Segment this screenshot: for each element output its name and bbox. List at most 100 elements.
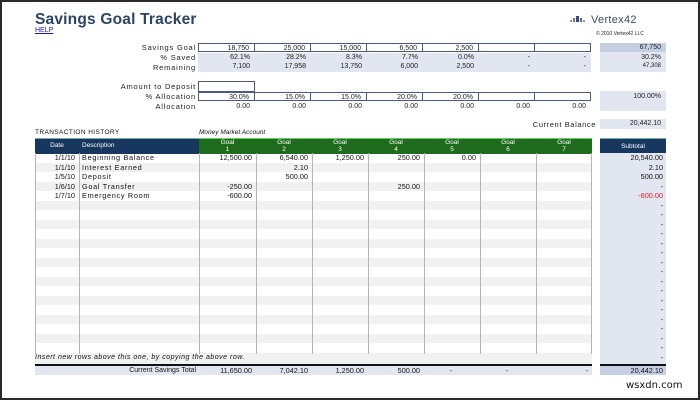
total-remaining: 47,308	[642, 63, 661, 69]
goal-label: Goal	[557, 139, 571, 146]
empty-subtotal: -	[660, 333, 663, 343]
remaining-1: 7,100	[232, 63, 250, 70]
pct-saved-label: % Saved	[160, 53, 196, 62]
table-row	[35, 229, 592, 239]
row-4-goal-1[interactable]: -250.00	[227, 181, 252, 191]
copyright: © 2010 Vertex42 LLC	[596, 31, 644, 37]
row-2-subtotal: 2.10	[648, 162, 663, 172]
goal-5-input[interactable]: 2,500	[422, 43, 479, 52]
goal-1-input[interactable]: 18,750	[198, 43, 255, 52]
grid-line	[424, 153, 425, 364]
col-goal-1: Goal 1	[199, 138, 256, 154]
goal-number: 4	[394, 146, 398, 153]
allocation-6: 0.00	[516, 103, 530, 110]
grid-line	[256, 153, 257, 364]
insert-note-band	[35, 354, 592, 364]
col-goal-7: Goal 7	[536, 138, 592, 154]
allocation-4: 0.00	[404, 103, 418, 110]
allocation-label: Allocation	[155, 102, 196, 111]
total-pct-saved: 30.2%	[641, 54, 661, 61]
row-4-date[interactable]: 1/6/10	[54, 181, 75, 191]
logo-text: Vertex42	[591, 14, 637, 26]
grand-total: 20,442.10	[600, 365, 666, 375]
row-1-goal-3[interactable]: 1,250.00	[335, 153, 364, 162]
row-2-goal-2[interactable]: 2.10	[293, 162, 308, 172]
row-5-description[interactable]: Emergency Room	[82, 191, 151, 200]
total-goal-2: 7,042.10	[279, 365, 308, 375]
col-date: Date	[50, 142, 64, 149]
row-2-description[interactable]: Interest Earned	[82, 162, 143, 172]
allocation-7: 0.00	[572, 103, 586, 110]
row-1-date[interactable]: 1/1/10	[54, 153, 75, 162]
col-goal-4: Goal 4	[368, 138, 424, 154]
row-3-description[interactable]: Deposit	[82, 172, 112, 181]
row-4-goal-4[interactable]: 250.00	[397, 181, 420, 191]
row-4-subtotal: -	[660, 181, 663, 191]
pct-allocation-6[interactable]	[478, 92, 535, 101]
row-4-description[interactable]: Goal Transfer	[82, 181, 136, 191]
goal-7-input[interactable]	[534, 43, 591, 52]
pct-allocation-2[interactable]: 15.0%	[254, 92, 311, 101]
table-row	[35, 172, 592, 182]
grid-line	[312, 153, 313, 364]
empty-subtotal: -	[660, 314, 663, 324]
row-1-goal-2[interactable]: 6,540.00	[279, 153, 308, 162]
table-row	[35, 219, 592, 229]
empty-subtotal: -	[660, 352, 663, 362]
goal-6-input[interactable]	[478, 43, 535, 52]
empty-subtotal: -	[660, 343, 663, 352]
table-row	[35, 257, 592, 267]
row-1-goal-4[interactable]: 250.00	[397, 153, 420, 162]
row-1-goal-1[interactable]: 12,500.00	[219, 153, 252, 162]
amount-to-deposit-input[interactable]	[198, 81, 255, 92]
remaining-7: -	[583, 63, 586, 70]
col-goal-6: Goal 6	[480, 138, 536, 154]
pct-allocation-5[interactable]: 20.0%	[422, 92, 479, 101]
row-1-goal-5[interactable]: 0.00	[461, 153, 476, 162]
goal-3-input[interactable]: 15,000	[310, 43, 367, 52]
goal-number: 5	[450, 146, 454, 153]
pct-allocation-1[interactable]: 30.0%	[198, 92, 255, 101]
empty-subtotal: -	[660, 276, 663, 286]
col-goal-3: Goal 3	[312, 138, 368, 154]
empty-subtotal: -	[660, 219, 663, 229]
col-subtotal: Subtotal	[600, 138, 666, 154]
remaining-3: 13,750	[340, 63, 362, 70]
table-row	[35, 286, 592, 296]
row-3-date[interactable]: 1/5/10	[54, 172, 75, 181]
remaining-5: 2,500	[456, 63, 474, 70]
total-goal-6: -	[505, 365, 508, 375]
table-row	[35, 162, 592, 172]
empty-subtotal: -	[660, 210, 663, 219]
table-row	[35, 210, 592, 220]
empty-subtotal: -	[660, 295, 663, 305]
row-5-date[interactable]: 1/7/10	[54, 191, 75, 200]
remaining-label: Remaining	[152, 63, 196, 72]
total-goal-7: -	[585, 365, 588, 375]
totals-rule-subtotal	[600, 364, 666, 366]
pct-allocation-label: % Allocation	[145, 92, 196, 101]
total-goal-1: 11,650.00	[220, 365, 252, 375]
help-link[interactable]: HELP	[35, 27, 54, 34]
goal-2-input[interactable]: 25,000	[254, 43, 311, 52]
pct-allocation-3[interactable]: 15.0%	[310, 92, 367, 101]
row-1-subtotal: 20,540.00	[630, 153, 663, 162]
row-5-goal-1[interactable]: -600.00	[227, 191, 252, 200]
goal-4-input[interactable]: 6,500	[366, 43, 423, 52]
pct-allocation-7[interactable]	[534, 92, 591, 101]
logo-icon	[570, 16, 585, 22]
goal-number: 1	[225, 146, 230, 153]
goal-label: Goal	[501, 139, 515, 146]
current-savings-total-label: Current Savings Total	[129, 366, 196, 374]
pct-saved-2: 28.2%	[286, 54, 306, 61]
goal-label: Goal	[333, 139, 347, 146]
goal-label: Goal	[220, 139, 235, 146]
insert-rows-note: Insert new rows above this one, by copyi…	[35, 354, 245, 361]
empty-subtotal: -	[660, 324, 663, 333]
goal-label: Goal	[277, 139, 291, 146]
row-2-date[interactable]: 1/1/10	[54, 162, 75, 172]
pct-allocation-4[interactable]: 20.0%	[366, 92, 423, 101]
row-1-description[interactable]: Beginning Balance	[82, 153, 155, 162]
row-3-goal-2[interactable]: 500.00	[285, 172, 308, 181]
